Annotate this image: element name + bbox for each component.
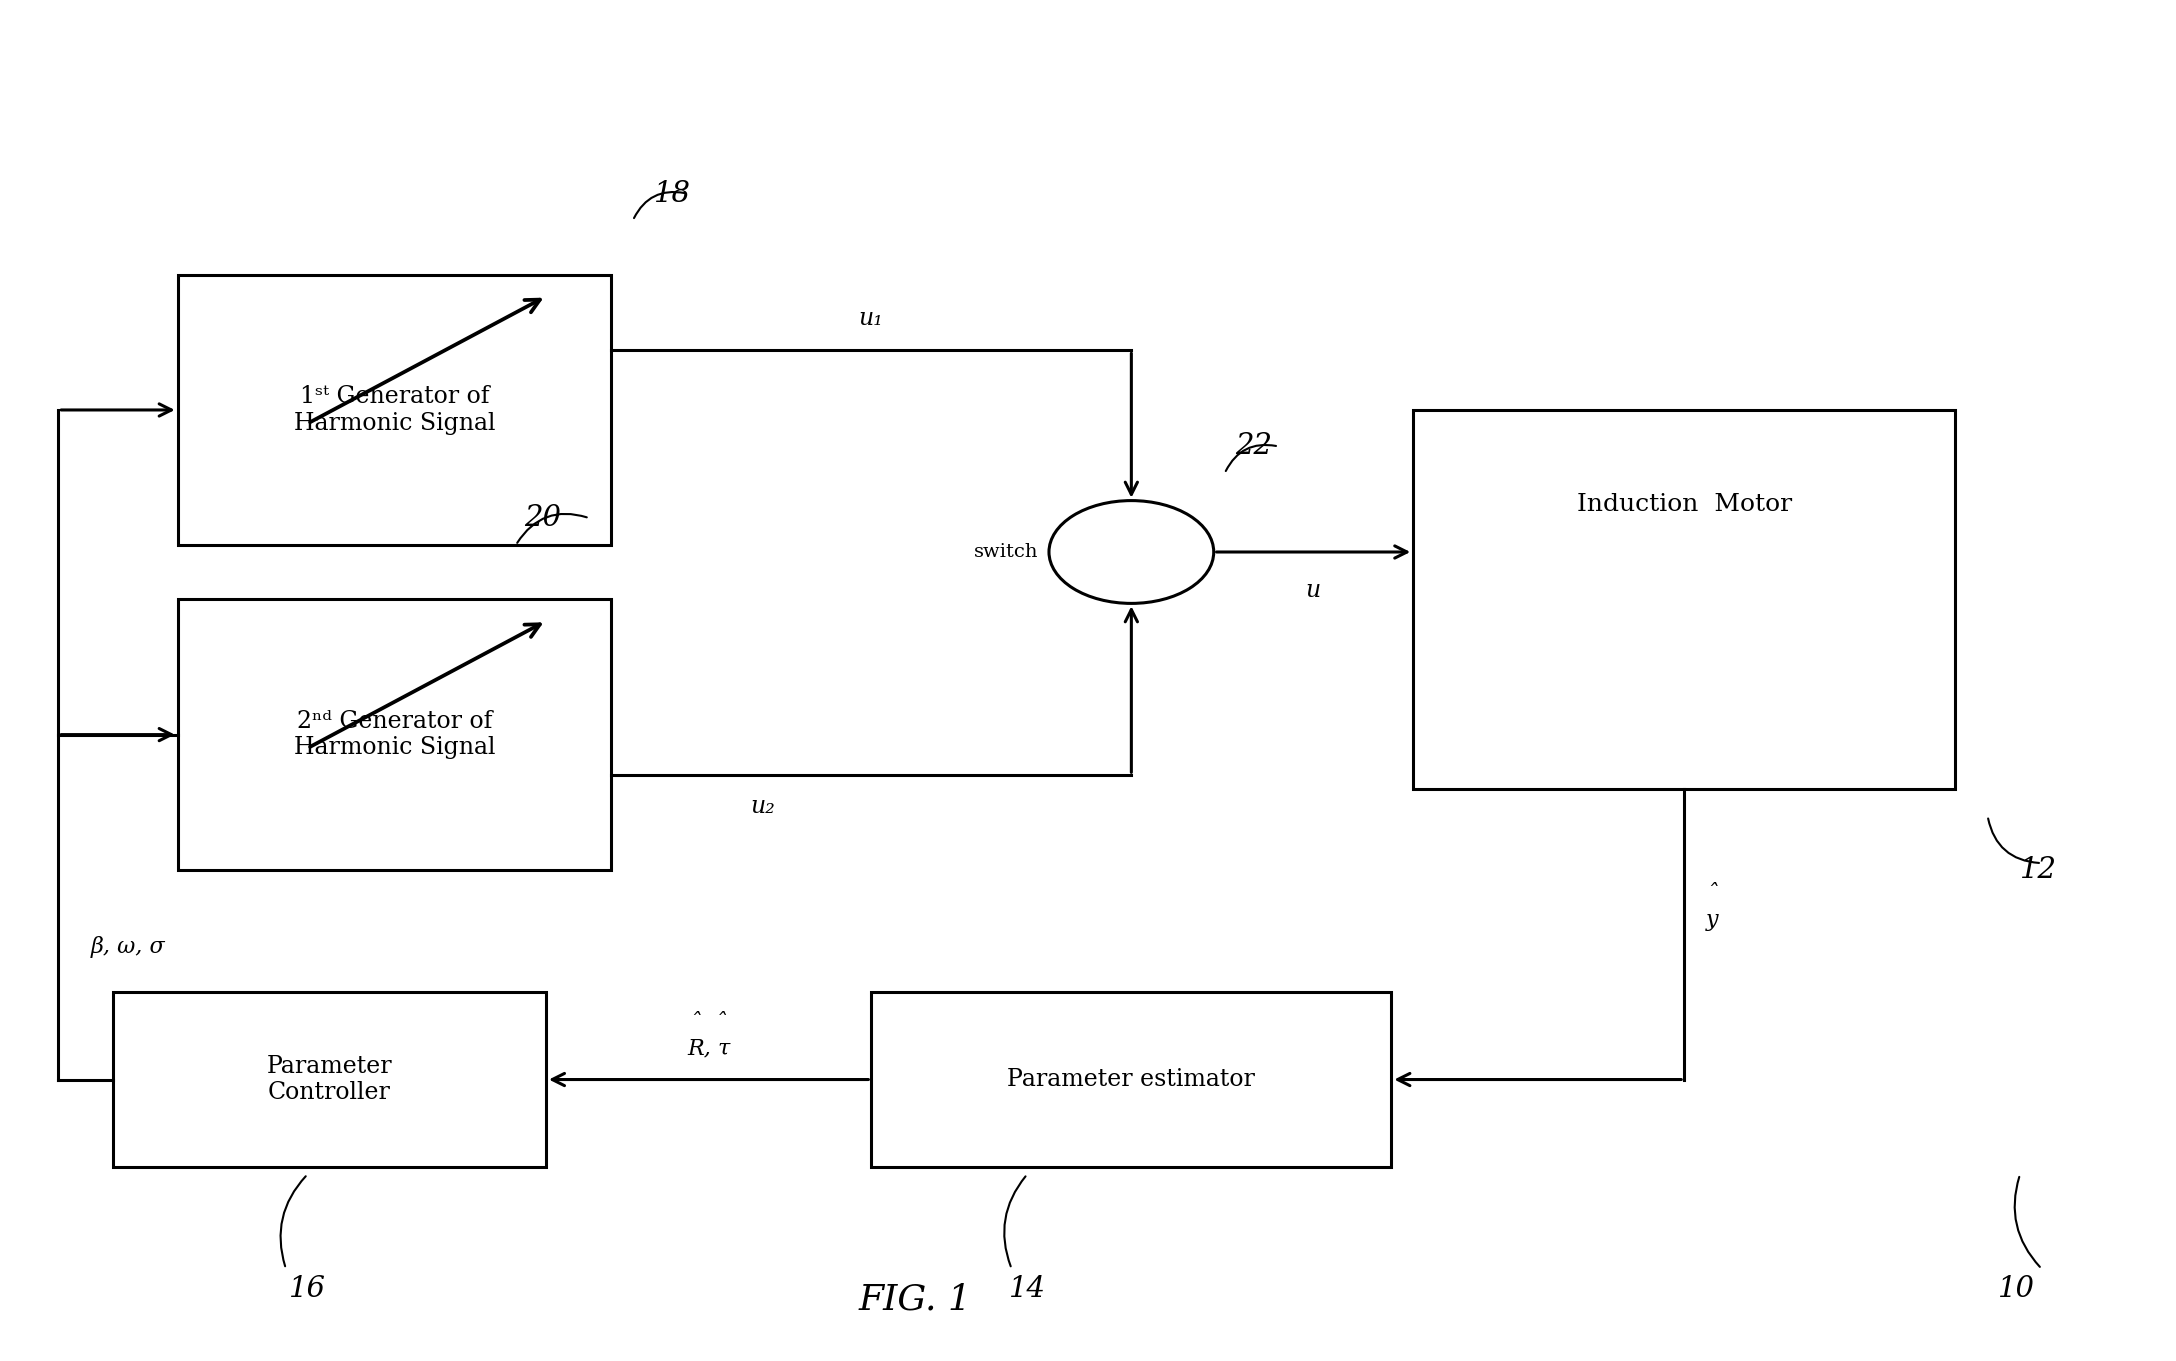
Bar [1412,410,1954,789]
Text: 10: 10 [1998,1275,2035,1304]
Text: 1ˢᵗ Generator of
Harmonic Signal: 1ˢᵗ Generator of Harmonic Signal [294,385,496,434]
Text: switch: switch [973,543,1038,561]
Bar [870,992,1390,1168]
Text: 18: 18 [655,180,692,207]
Text: u: u [1306,578,1321,602]
Text: ˆ
y: ˆ y [1706,883,1719,931]
Bar [178,275,611,546]
Text: 14: 14 [1010,1275,1047,1304]
Text: u₂: u₂ [751,795,775,818]
Text: β, ω, σ: β, ω, σ [91,936,165,958]
Text: 2ⁿᵈ Generator of
Harmonic Signal: 2ⁿᵈ Generator of Harmonic Signal [294,710,496,759]
Text: u₁: u₁ [860,308,883,331]
Text: Parameter
Controller: Parameter Controller [265,1055,392,1104]
Text: 20: 20 [524,504,561,532]
Bar [113,992,546,1168]
Text: 16: 16 [289,1275,326,1304]
Text: 12: 12 [2019,856,2056,883]
Text: FIG. 1: FIG. 1 [857,1282,970,1316]
Text: 22: 22 [1236,433,1273,460]
Bar [178,599,611,870]
Text: Parameter estimator: Parameter estimator [1007,1068,1256,1092]
Text: Induction  Motor: Induction Motor [1578,493,1791,516]
Circle shape [1049,501,1214,603]
Text: ˆ  ˆ
R, τ: ˆ ˆ R, τ [688,1011,731,1059]
